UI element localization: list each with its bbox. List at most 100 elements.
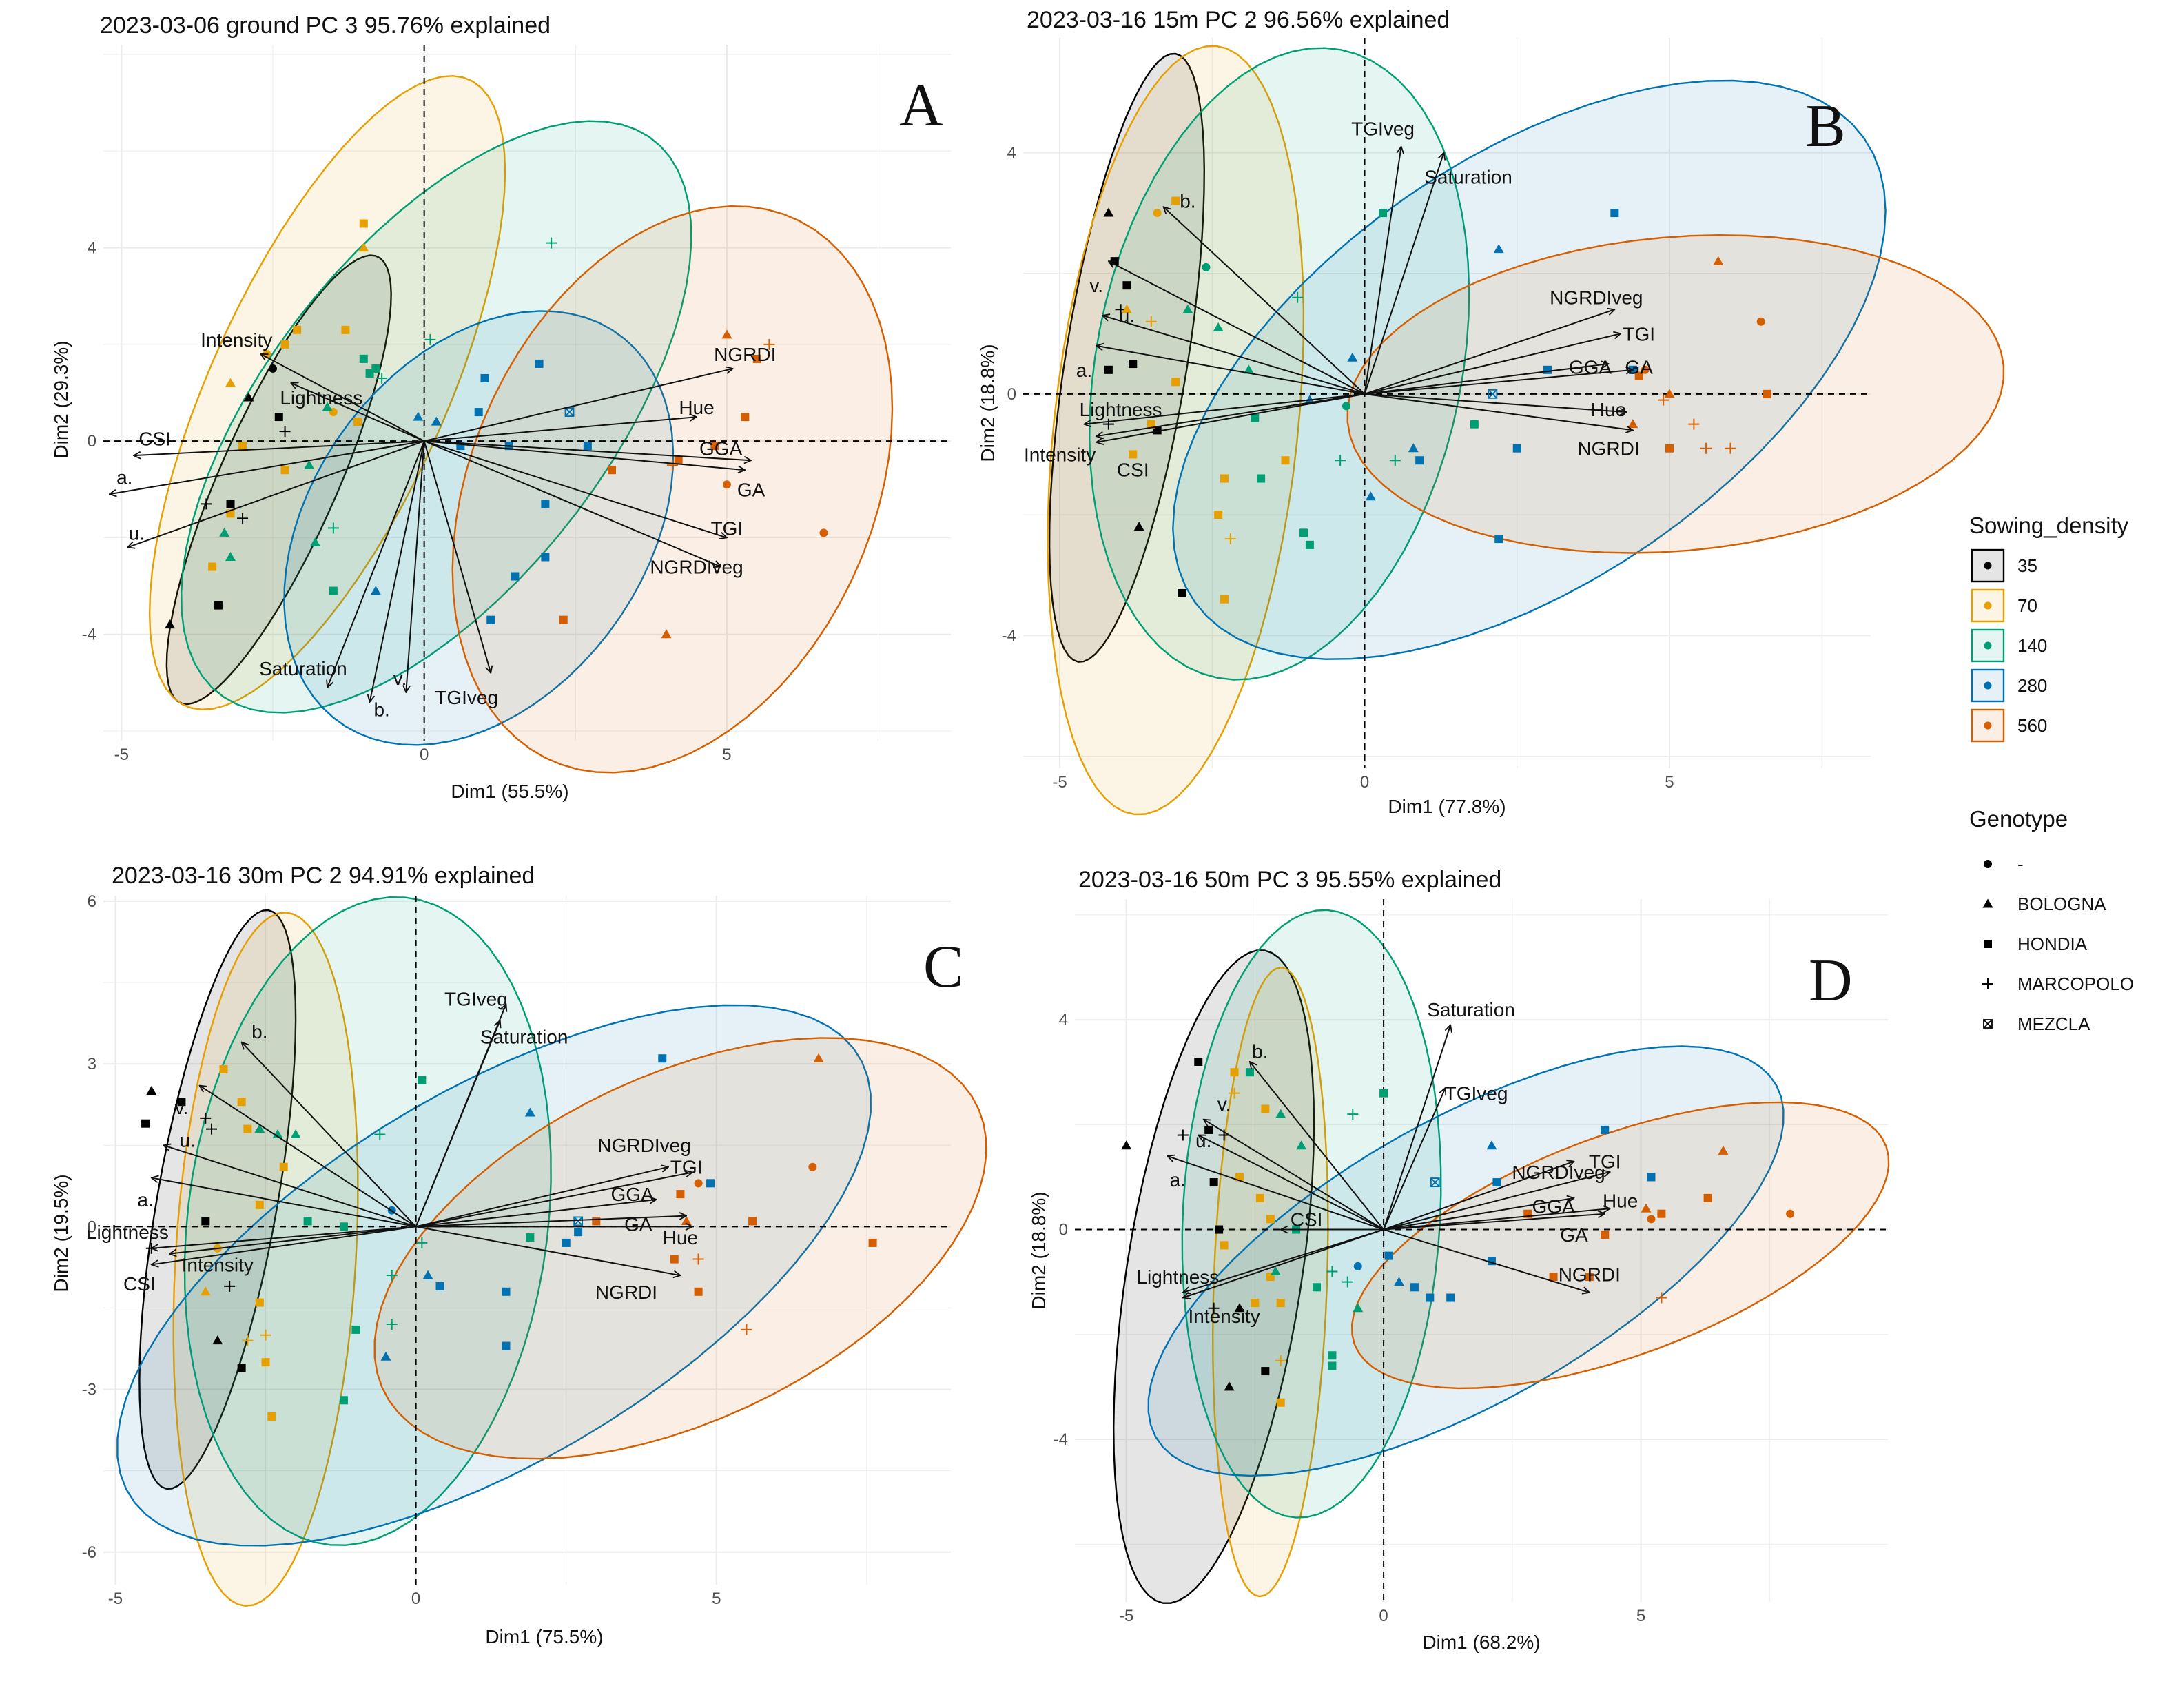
data-point-35 [214,601,223,610]
panel-b-title: 2023-03-16 15m PC 2 96.56% explained [1027,7,1450,33]
data-point-140 [1243,364,1254,374]
data-point-280 [1365,491,1376,501]
arrow-b. [1250,1062,1384,1231]
legend-label-280: 280 [2017,675,2047,696]
data-point-280 [574,1228,583,1237]
arrow-v. [406,441,425,692]
data-point-280 [1543,365,1552,374]
data-point-140 [371,364,380,373]
ellipse-560 [1350,1101,1890,1390]
data-point-35 [1122,281,1131,290]
arrow-CSI [152,1226,416,1264]
data-point-35 [1194,1057,1203,1066]
data-point-280 [583,442,592,451]
ellipse-70 [148,74,506,711]
legend: Sowing_density 35 70 140 280 560 Genotype - B… [1969,513,2134,1034]
data-point-280 [535,359,544,368]
arrow-label-GA: GA [1625,356,1654,378]
arrow-label-NGRDI: NGRDI [1559,1264,1621,1285]
x-tick-label: 5 [712,1589,721,1608]
panel-c-x-axis-label: Dim1 (75.5%) [485,1626,603,1647]
arrow-a. [1096,346,1365,395]
data-point-560 [1647,1215,1656,1224]
data-point-35 [1209,1178,1218,1187]
data-point-140 [1299,528,1308,537]
arrow-NGRDI [1383,1228,1590,1293]
ellipse-140 [1088,47,1470,681]
data-point-140 [1270,1266,1281,1275]
data-point-70 [1251,1299,1260,1308]
data-point-70 [1255,1193,1264,1202]
data-point-35 [146,1085,157,1095]
y-tick-label: 0 [1059,1221,1068,1239]
x-tick-label: 0 [1379,1607,1388,1625]
data-point-35 [1224,1381,1235,1391]
data-point-280 [480,373,489,382]
ellipse-280 [1172,79,1887,660]
legend-dot-35 [1984,562,1992,570]
data-point-280 [502,1341,511,1350]
legend-shape-triangle [1982,898,1993,908]
y-tick-label: 0 [88,1217,96,1236]
y-tick-label: 3 [88,1055,96,1073]
arrow-label-CSI: CSI [1291,1208,1323,1230]
data-point-70 [238,442,247,451]
arrow-label-Lightness: Lightness [86,1222,169,1243]
x-tick-label: 0 [1360,773,1369,792]
legend-shape-plus [1982,978,1993,989]
data-point-560 [819,528,828,537]
arrow-GGA [415,1200,657,1228]
arrow-NGRDIveg [1383,1162,1574,1231]
data-point-35 [274,413,283,422]
arrow-label-NGRDI: NGRDI [595,1282,657,1303]
data-point-140 [304,460,315,469]
legend-key-35 [1971,548,2005,583]
arrow-GGA [1364,364,1609,395]
data-point-70 [261,1358,270,1367]
ellipse-70 [172,912,359,1607]
legend-dot-560 [1984,721,1992,730]
data-point-280 [706,1179,715,1188]
arrow-NGRDIveg [424,440,721,566]
panel-a-plot-area [103,45,951,741]
data-point-70 [225,378,236,387]
arrow-TGI [1364,333,1621,395]
legend-shape-circle [1984,860,1992,868]
data-point-280 [1415,456,1424,465]
data-point-560 [1756,317,1765,326]
arrow-label-Hue: Hue [1591,399,1626,420]
legend-label-140: 140 [2017,635,2047,656]
arrow-label-GA: GA [737,479,765,500]
y-tick-label: -6 [82,1543,96,1562]
data-point-140 [1202,263,1211,271]
data-point-140 [1313,1283,1322,1292]
data-point-70 [267,1412,276,1421]
arrow-label-b.: b. [373,699,389,720]
arrow-b. [370,440,425,702]
data-point-560 [1641,1203,1652,1213]
arrow-NGRDIveg [415,1167,668,1228]
data-point-280 [541,553,550,562]
data-point-70 [1230,1068,1239,1077]
data-point-35 [212,1335,223,1345]
arrow-GA [424,440,746,470]
data-point-35 [243,392,254,402]
data-point-70 [1147,420,1155,429]
data-point-280 [502,1287,511,1296]
data-point-35 [201,1217,210,1226]
data-point-70 [255,1200,264,1209]
data-point-280 [1446,1293,1455,1302]
data-point-70 [1171,378,1180,387]
data-point-70 [1281,456,1290,465]
data-point-70 [1220,474,1229,483]
data-point-560 [741,413,750,422]
data-point-35 [1129,360,1138,369]
arrow-label-Saturation: Saturation [259,658,347,679]
data-point-35 [237,513,249,524]
data-point-35 [1178,588,1186,597]
legend-dot-280 [1984,681,1992,690]
legend-genotype-label-1: BOLOGNA [2017,894,2106,914]
arrow-label-Intensity: Intensity [182,1254,254,1275]
data-point-560 [808,1162,817,1171]
ellipse-560 [451,205,894,774]
